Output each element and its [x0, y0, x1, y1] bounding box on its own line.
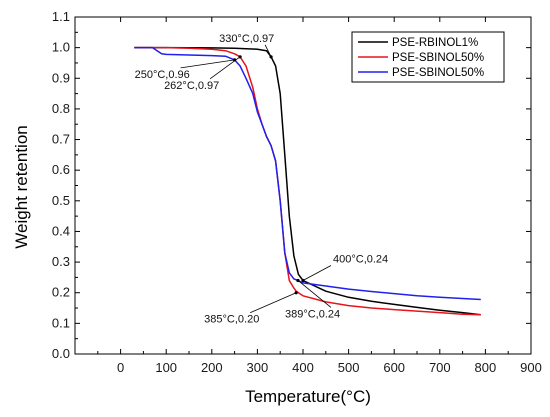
axes: 0 100 200 300 400 500 600 700 800 900 0.0 0.1 0.2 0.3… [52, 9, 542, 375]
y-tick-label: 0.1 [52, 315, 70, 330]
annotation-arrow [250, 292, 297, 314]
legend-label-2: PSE-SBINOL50% [392, 52, 484, 64]
annotation-point [296, 278, 300, 283]
annotation-point [301, 278, 305, 283]
x-tick-label: 600 [383, 360, 405, 375]
y-tick-label: 0.7 [52, 132, 70, 147]
annotation-label: 330°C,0.97 [219, 33, 274, 45]
annotation-arrow [302, 265, 332, 281]
x-axis-title: Temperature(°C) [245, 387, 371, 406]
x-tick-label: 800 [475, 360, 497, 375]
legend: PSE-RBINOL1% PSE-SBINOL50% PSE-SBINOL50% [351, 31, 505, 83]
series-line-3 [134, 46, 481, 301]
y-tick-label: 0.6 [52, 162, 70, 177]
annotation-arrow [297, 280, 332, 308]
series-lines [134, 46, 481, 316]
x-tick-label: 500 [338, 360, 360, 375]
series-line-1 [134, 46, 481, 316]
annotation-label: 262°C,0.97 [164, 80, 219, 92]
y-tick-label: 0.4 [52, 223, 70, 238]
x-tick-label: 200 [201, 360, 223, 375]
annotation-label: 400°C,0.24 [333, 253, 388, 265]
annotation-arrow [180, 59, 235, 69]
y-tick-label: 0.0 [52, 346, 70, 361]
x-tick-label: 700 [429, 360, 451, 375]
y-tick-label: 0.3 [52, 254, 70, 269]
annotation-point [269, 55, 273, 59]
y-tick-label: 1.0 [52, 40, 70, 55]
annotation-point [238, 55, 242, 59]
x-tick-label: 0 [117, 360, 124, 375]
legend-label-1: PSE-RBINOL1% [392, 37, 478, 49]
y-tick-label: 1.1 [52, 9, 70, 24]
x-tick-label: 400 [292, 360, 314, 375]
annotation-label: 250°C,0.96 [135, 69, 190, 81]
annotation-label: 389°C,0.24 [285, 308, 340, 320]
x-tick-label: 300 [247, 360, 269, 375]
annotation-label: 385°C,0.20 [204, 314, 259, 326]
y-axis-title: Weight retention [12, 125, 31, 248]
y-tick-label: 0.2 [52, 285, 70, 300]
annotation-point [294, 291, 298, 295]
legend-label-3: PSE-SBINOL50% [392, 67, 484, 79]
y-tick-label: 0.9 [52, 70, 70, 85]
y-tick-label: 0.8 [52, 101, 70, 116]
annotation-arrow [264, 44, 272, 58]
x-tick-label: 100 [155, 360, 177, 375]
y-tick-label: 0.5 [52, 193, 70, 208]
annotation-arrow [209, 56, 241, 80]
x-tick-label: 900 [520, 360, 542, 375]
